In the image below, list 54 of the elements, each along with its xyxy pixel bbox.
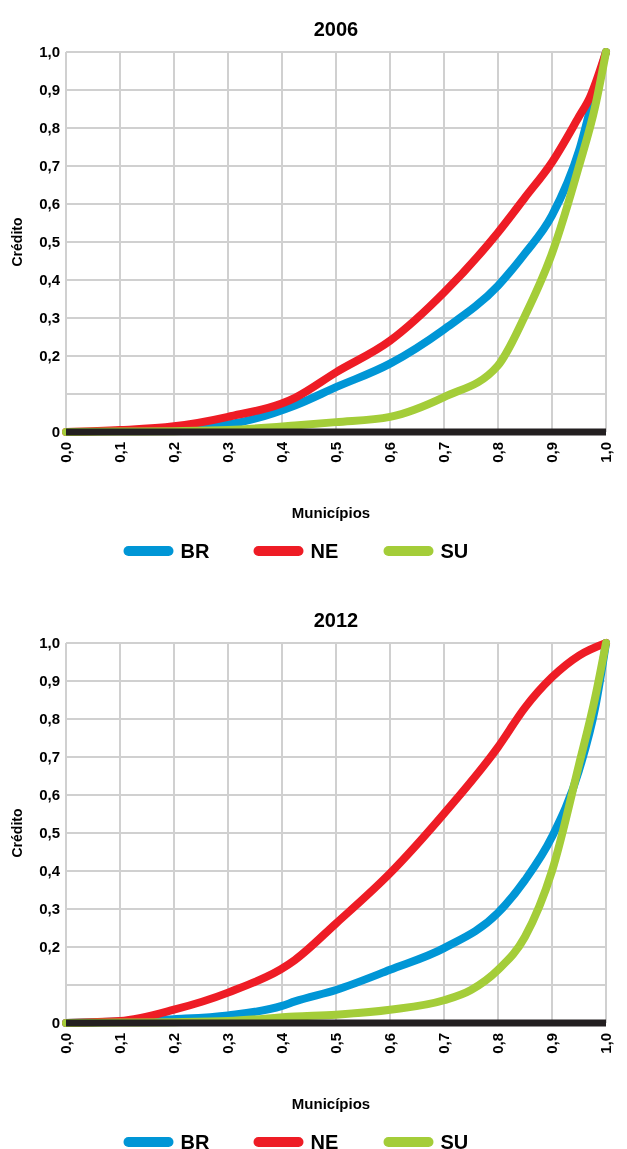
y-tick-label: 0	[51, 423, 60, 441]
legend-label: NE	[310, 1131, 339, 1149]
y-tick-label: 0,5	[39, 233, 60, 251]
y-tick-label: 0,3	[39, 309, 60, 327]
x-tick-label: 0,8	[489, 1033, 507, 1054]
y-tick-label: 0,4	[39, 271, 61, 289]
chart-title: 2012	[313, 609, 359, 631]
x-tick-label: 0,0	[57, 442, 75, 463]
x-tick-label: 0,6	[381, 442, 399, 463]
y-tick-label: 0,5	[39, 824, 60, 842]
x-tick-label: 0,0	[57, 1033, 75, 1054]
x-tick-label: 0,5	[327, 442, 345, 463]
x-tick-label: 0,7	[435, 1033, 453, 1054]
x-tick-label: 0,6	[381, 1033, 399, 1054]
x-tick-label: 0,4	[273, 441, 291, 463]
y-axis-title: Crédito	[9, 217, 25, 267]
y-tick-label: 0,7	[39, 748, 60, 766]
x-tick-label: 0,4	[273, 1032, 291, 1054]
y-tick-label: 0,8	[39, 710, 60, 728]
y-tick-label: 0,4	[39, 862, 61, 880]
y-tick-label: 0,9	[39, 81, 60, 99]
x-axis-title: Municípios	[291, 1095, 371, 1112]
x-tick-label: 0,1	[111, 1033, 129, 1054]
y-tick-label: 0,6	[39, 195, 60, 213]
x-tick-label: 0,9	[543, 442, 561, 463]
x-tick-label: 1,0	[597, 442, 615, 463]
legend-label: NE	[310, 540, 339, 562]
x-tick-label: 0,3	[219, 1033, 237, 1054]
x-tick-label: 0,8	[489, 442, 507, 463]
x-tick-label: 1,0	[597, 1033, 615, 1054]
x-tick-label: 0,9	[543, 1033, 561, 1054]
legend-label: SU	[440, 1131, 469, 1149]
legend-label: SU	[440, 540, 469, 562]
x-tick-label: 0,5	[327, 1033, 345, 1054]
x-tick-label: 0,2	[165, 442, 183, 463]
y-tick-label: 0,2	[39, 938, 60, 956]
x-axis-title: Municípios	[291, 504, 371, 521]
y-tick-label: 1,0	[39, 634, 60, 652]
y-axis-title: Crédito	[9, 808, 25, 858]
x-tick-label: 0,3	[219, 442, 237, 463]
x-tick-label: 0,7	[435, 442, 453, 463]
x-tick-label: 0,2	[165, 1033, 183, 1054]
y-tick-label: 0,7	[39, 157, 60, 175]
chart-title: 2006	[313, 18, 359, 40]
y-tick-label: 1,0	[39, 43, 60, 61]
y-tick-label: 0	[51, 1014, 60, 1032]
legend-label: BR	[180, 1131, 210, 1149]
y-tick-label: 0,6	[39, 786, 60, 804]
y-tick-label: 0,8	[39, 119, 60, 137]
y-tick-label: 0,2	[39, 347, 60, 365]
y-tick-label: 0,9	[39, 672, 60, 690]
legend-label: BR	[180, 540, 210, 562]
x-tick-label: 0,1	[111, 442, 129, 463]
y-tick-label: 0,3	[39, 900, 60, 918]
